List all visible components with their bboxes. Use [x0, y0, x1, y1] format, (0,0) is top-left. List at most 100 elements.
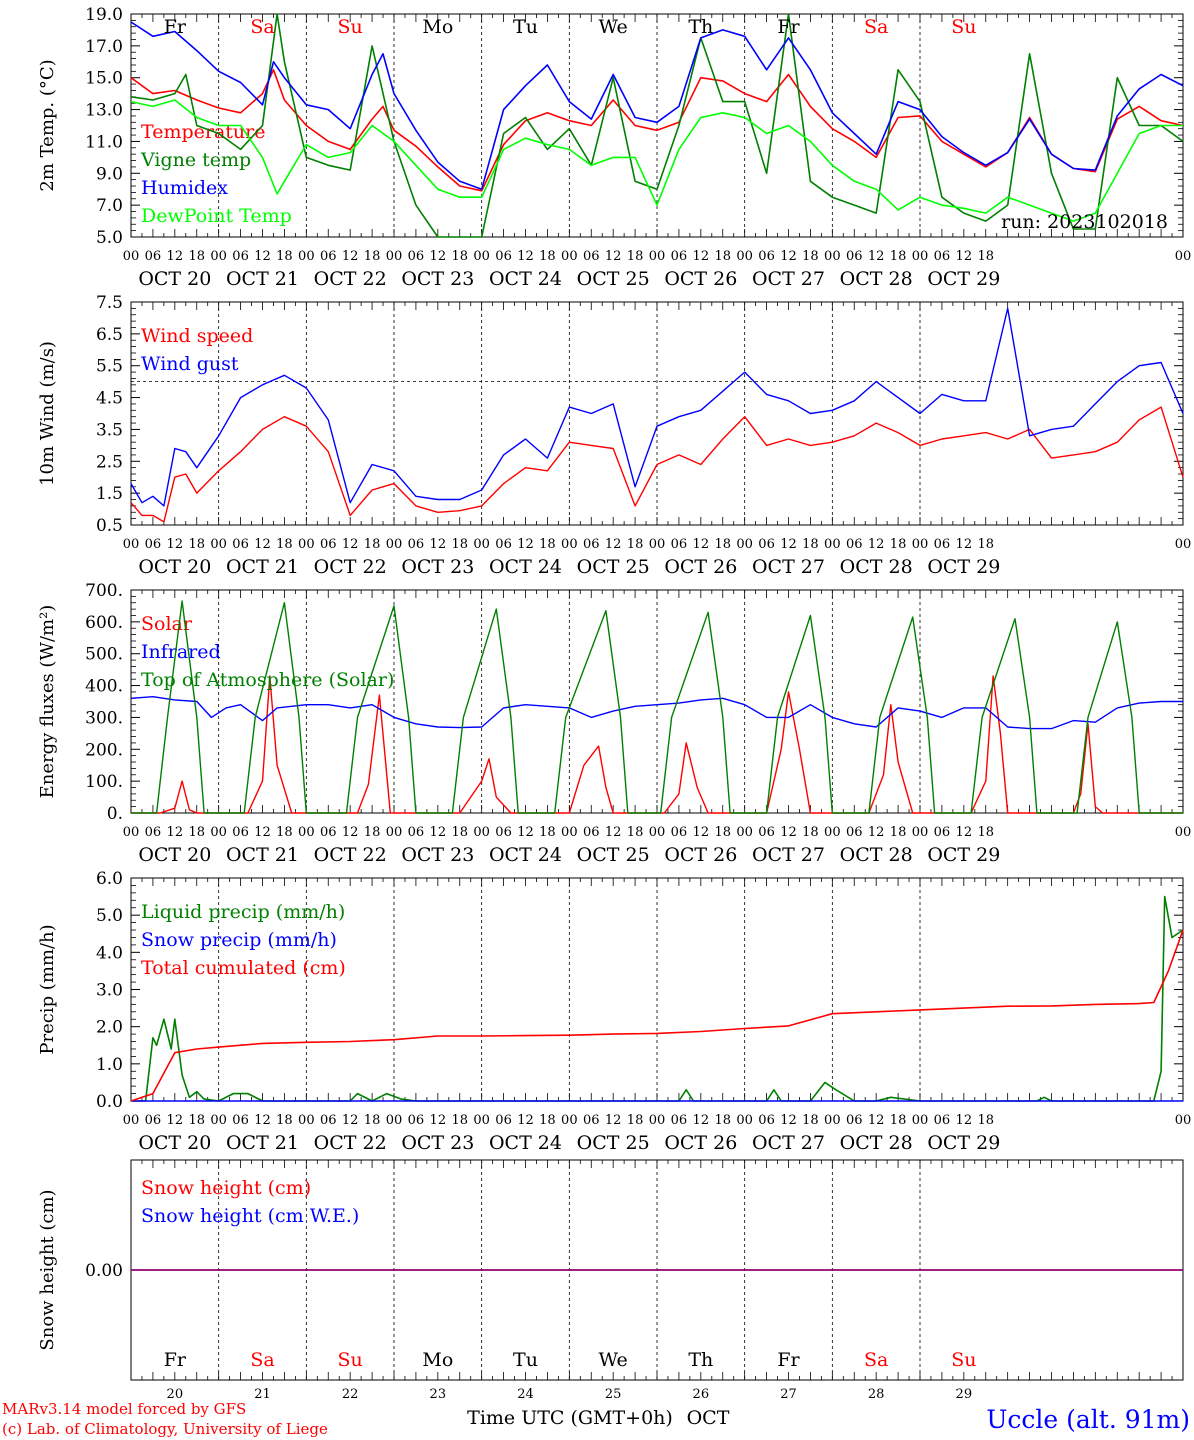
hour-tick-label: 18	[276, 537, 293, 552]
weekday-label: Sa	[250, 16, 274, 38]
hour-tick-label: 18	[627, 1113, 644, 1128]
plot-frame	[130, 589, 1184, 814]
hour-tick-label: 06	[671, 537, 688, 552]
hour-tick-label: 12	[605, 825, 622, 840]
date-label: OCT 28	[840, 556, 913, 578]
weekday-label: We	[599, 1349, 628, 1371]
date-label: OCT 28	[840, 844, 913, 866]
hour-tick-label: 18	[188, 1113, 205, 1128]
hour-tick-label: 00	[912, 1113, 929, 1128]
legend-entry: Total cumulated (cm)	[141, 957, 346, 979]
hour-tick-label: 18	[627, 537, 644, 552]
hour-tick-label: 18	[890, 249, 907, 264]
hour-tick-label: 06	[320, 249, 337, 264]
hour-tick-label: 06	[671, 825, 688, 840]
hour-tick-label: 18	[364, 1113, 381, 1128]
hour-tick-label: 12	[517, 249, 534, 264]
hour-tick-label: 06	[934, 1113, 951, 1128]
weekday-label: Su	[951, 16, 976, 38]
hour-tick-label: 18	[276, 825, 293, 840]
weekday-label: Mo	[422, 1349, 453, 1371]
hour-tick-label: 06	[145, 537, 162, 552]
hour-tick-label: 06	[583, 825, 600, 840]
hour-tick-label: 12	[868, 1113, 885, 1128]
day-number-label: 27	[780, 1387, 797, 1402]
date-label: OCT 21	[226, 844, 299, 866]
y-axis-label: 10m Wind (m/s)	[37, 341, 58, 486]
hour-tick-label: 06	[232, 249, 249, 264]
hour-tick-label: 12	[517, 537, 534, 552]
hour-tick-label: 18	[451, 249, 468, 264]
hour-tick-label: 00	[649, 825, 666, 840]
y-tick-label: 5.5	[96, 357, 123, 377]
y-tick-label: 600.	[85, 613, 123, 633]
hour-tick-label: 18	[364, 249, 381, 264]
hour-tick-label: 00	[210, 537, 227, 552]
hour-tick-label: 12	[780, 249, 797, 264]
hour-tick-label: 06	[846, 1113, 863, 1128]
weekday-label: Fr	[164, 1349, 187, 1371]
hour-tick-label: 06	[846, 537, 863, 552]
y-tick-label: 700.	[85, 581, 123, 601]
weekday-label: Su	[338, 1349, 363, 1371]
hour-tick-label: 00	[298, 249, 315, 264]
hour-tick-label: 06	[495, 537, 512, 552]
hour-tick-label: 00	[123, 249, 140, 264]
hour-tick-label: 06	[583, 537, 600, 552]
hour-tick-label: 00	[824, 825, 841, 840]
legend-entry: Humidex	[141, 177, 228, 199]
hour-tick-label: 18	[977, 249, 994, 264]
hour-tick-label: 00	[473, 249, 490, 264]
hour-tick-label: 18	[802, 1113, 819, 1128]
hour-tick-label: 12	[693, 825, 710, 840]
hour-tick-label: 18	[539, 825, 556, 840]
hour-tick-label: 06	[495, 249, 512, 264]
panel-3: 0. 100. 200. 300. 400. 500. 600. 700. Energy flu…	[37, 581, 1191, 866]
hour-tick-label: 06	[758, 1113, 775, 1128]
hour-tick-label: 18	[714, 1113, 731, 1128]
legend-entry: Top of Atmosphere (Solar)	[141, 669, 394, 691]
hour-tick-label: 06	[846, 825, 863, 840]
date-label: OCT 25	[577, 844, 650, 866]
hour-tick-label: 06	[408, 537, 425, 552]
hour-tick-label: 06	[934, 537, 951, 552]
date-label: OCT 24	[489, 556, 562, 578]
hour-tick-label: 06	[320, 1113, 337, 1128]
date-label: OCT 28	[840, 1132, 913, 1154]
y-tick-label: 4.0	[96, 943, 123, 963]
hour-tick-label: 00	[561, 1113, 578, 1128]
panel-5: 0.00 Snow height (cm) Snow height (cm) Snow…	[37, 1159, 1184, 1402]
lab-credit: (c) Lab. of Climatology, University of L…	[2, 1420, 328, 1438]
hour-tick-label: 06	[145, 1113, 162, 1128]
hour-tick-label: 18	[188, 537, 205, 552]
date-label: OCT 21	[226, 268, 299, 290]
date-label: OCT 20	[138, 844, 211, 866]
date-label: OCT 22	[314, 844, 387, 866]
hour-tick-label: 12	[517, 825, 534, 840]
hour-tick-label: 00	[912, 825, 929, 840]
series-line-4	[130, 99, 1183, 222]
hour-tick-label: 12	[780, 825, 797, 840]
hour-tick-label: 06	[495, 1113, 512, 1128]
day-number-label: 29	[956, 1387, 973, 1402]
legend-entry: Snow height (cm W.E.)	[141, 1205, 359, 1227]
hour-tick-label: 12	[605, 1113, 622, 1128]
legend-entry: Temperature	[141, 121, 265, 143]
day-number-label: 25	[605, 1387, 622, 1402]
hour-tick-label: 00	[824, 1113, 841, 1128]
y-tick-label: 2.0	[96, 1018, 123, 1038]
y-tick-label: 0.0	[96, 1092, 123, 1112]
hour-tick-label: 00	[561, 825, 578, 840]
series-line-1	[131, 675, 1183, 814]
date-label: OCT 23	[401, 844, 474, 866]
date-label: OCT 24	[489, 844, 562, 866]
legend-entry: Wind gust	[141, 353, 239, 375]
y-tick-label: 4.5	[96, 389, 123, 409]
date-label: OCT 25	[577, 268, 650, 290]
y-tick-label: 6.5	[96, 325, 123, 345]
y-tick-label: 1.0	[96, 1055, 123, 1075]
hour-tick-label: 18	[802, 537, 819, 552]
hour-tick-label: 12	[956, 249, 973, 264]
hour-tick-label: 00	[824, 249, 841, 264]
date-label: OCT 20	[138, 556, 211, 578]
